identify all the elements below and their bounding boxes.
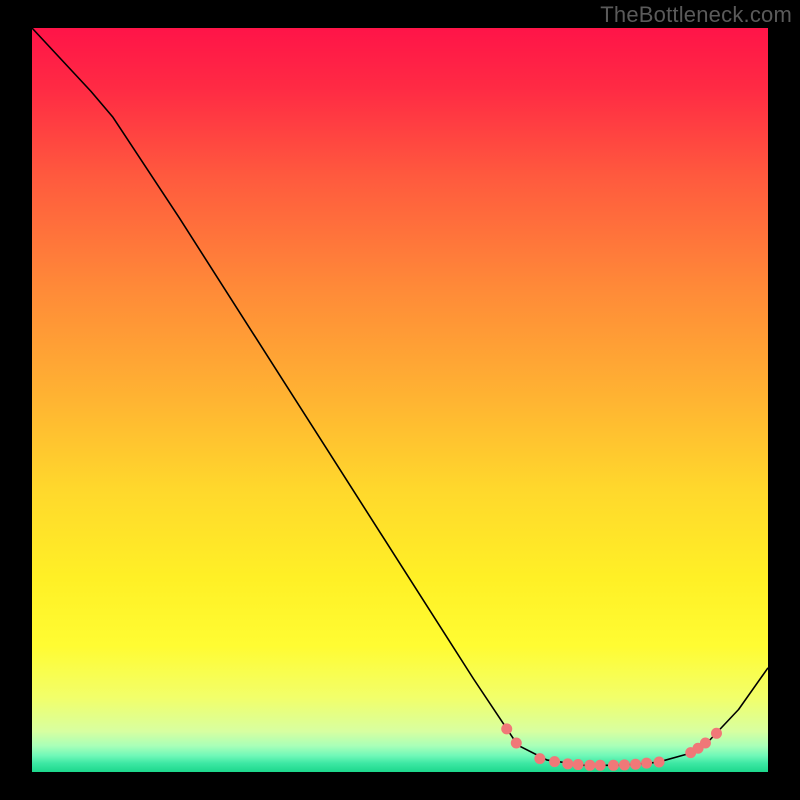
plot-area — [32, 28, 768, 772]
marker-dot — [511, 738, 521, 748]
marker-dot — [619, 760, 629, 770]
marker-dot — [535, 754, 545, 764]
marker-dot — [573, 760, 583, 770]
marker-dot — [502, 724, 512, 734]
marker-dot — [631, 759, 641, 769]
marker-dot — [642, 758, 652, 768]
marker-dot — [595, 760, 605, 770]
marker-dot — [654, 757, 664, 767]
chart-overlay-svg — [32, 28, 768, 772]
marker-dot — [608, 760, 618, 770]
marker-dot — [711, 728, 721, 738]
watermark-text: TheBottleneck.com — [600, 2, 792, 28]
marker-dot — [700, 738, 710, 748]
bottleneck-curve — [32, 28, 768, 765]
marker-dot — [585, 760, 595, 770]
marker-group — [502, 724, 722, 770]
marker-dot — [550, 757, 560, 767]
marker-dot — [563, 759, 573, 769]
